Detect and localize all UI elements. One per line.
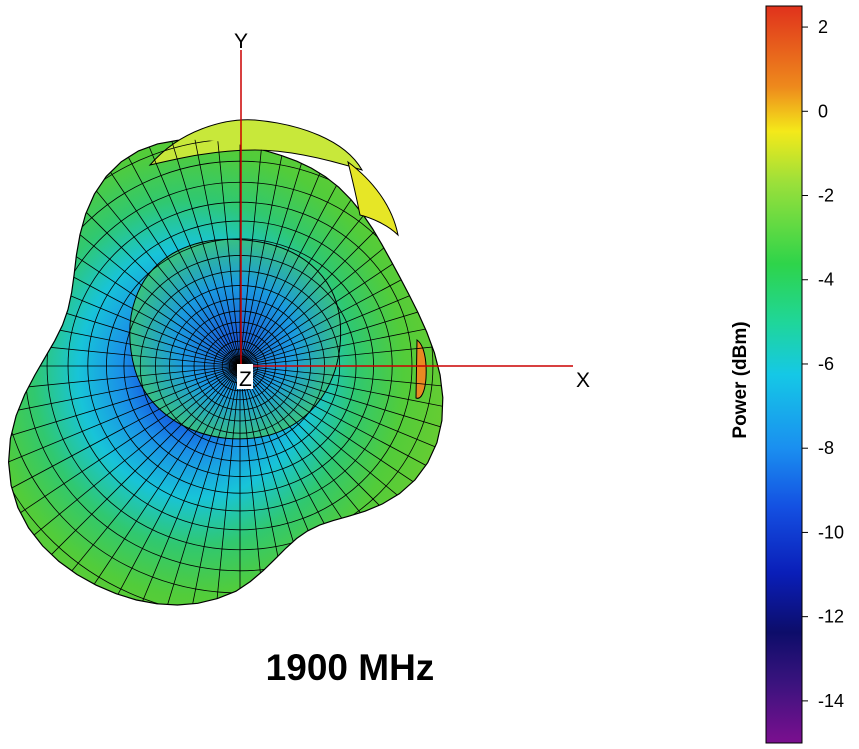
mesh-spoke	[8, 243, 241, 367]
chart-title: 1900 MHz	[266, 647, 435, 688]
mesh-spoke	[8, 365, 241, 398]
mesh-spoke	[208, 139, 241, 367]
pattern-top-lobe	[148, 119, 364, 171]
colorbar-tick-label: -8	[818, 438, 834, 458]
x-axis-label: X	[576, 369, 590, 392]
colorbar-tick-label: -10	[818, 522, 844, 542]
colorbar-ticks: 2 0 -2 -4 -6 -8 -10 -12 -14	[802, 17, 844, 711]
colorbar-tick-label: 0	[818, 101, 828, 121]
mesh-spoke	[239, 139, 303, 367]
mesh-spoke	[239, 365, 334, 605]
colorbar-tick-label: -14	[818, 691, 844, 711]
mesh-spoke	[239, 162, 443, 367]
mesh-spoke	[239, 243, 443, 367]
mesh-spoke	[117, 139, 241, 367]
colorbar-tick-label: -6	[818, 354, 834, 374]
colorbar-tick-label: -4	[818, 270, 834, 290]
mesh-spoke	[239, 139, 392, 367]
mesh-spoke	[8, 214, 241, 367]
mesh-spoke	[239, 334, 443, 367]
mesh-spoke	[177, 365, 241, 605]
mesh-spoke	[8, 334, 241, 367]
mesh-spoke	[208, 365, 241, 605]
mesh-spoke	[239, 365, 443, 545]
colorbar-gradient	[765, 5, 803, 744]
mesh-spoke	[88, 139, 241, 367]
mesh-spoke	[8, 365, 241, 429]
mesh-spoke	[117, 365, 241, 605]
mesh-spoke	[239, 365, 363, 605]
y-axis-label: Y	[234, 30, 248, 53]
mesh-spoke	[146, 139, 241, 367]
mesh-spoke	[239, 365, 443, 489]
mesh-spoke	[239, 303, 443, 367]
axes: Y X Z	[234, 30, 590, 392]
mesh-spoke	[239, 365, 443, 518]
mesh-spoke	[239, 365, 303, 605]
mesh-spoke	[239, 365, 443, 398]
z-axis-label: Z	[239, 368, 252, 391]
mesh-spoke	[239, 139, 272, 367]
mesh-spoke	[239, 139, 363, 367]
colorbar-label: Power (dBm)	[730, 321, 751, 438]
mesh-spoke	[239, 365, 272, 605]
colorbar-tick-label: -12	[818, 607, 844, 627]
colorbar: 2 0 -2 -4 -6 -8 -10 -12 -14 Power (dBm)	[730, 5, 844, 744]
mesh-spoke	[239, 214, 443, 367]
mesh-spoke	[239, 365, 443, 570]
mesh-spoke	[8, 272, 241, 367]
mesh-spoke	[8, 365, 241, 489]
mesh-spoke	[8, 365, 241, 460]
colorbar-tick-label: 2	[818, 17, 828, 37]
colorbar-tick-label: -2	[818, 186, 834, 206]
mesh-spoke	[239, 365, 443, 429]
pattern-yellow-edge	[347, 160, 399, 237]
pattern-inner-lobe	[129, 238, 342, 440]
mesh-spoke	[146, 365, 241, 605]
z-axis-marker	[237, 364, 253, 389]
mesh-spoke	[8, 303, 241, 367]
mesh-spoke	[239, 365, 443, 460]
mesh-spoke	[239, 139, 334, 367]
mesh-spoke	[239, 272, 443, 367]
mesh-spoke	[8, 365, 241, 518]
mesh-spoke	[177, 139, 241, 367]
mesh-spoke	[239, 187, 443, 367]
